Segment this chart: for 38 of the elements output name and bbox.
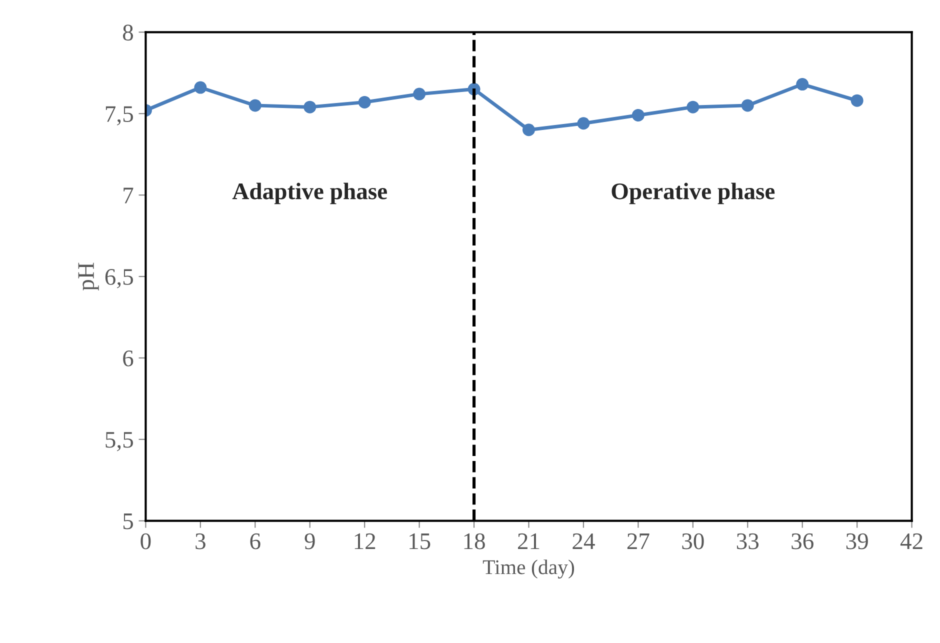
y-tick-label: 6,5 [105, 269, 133, 288]
point [358, 96, 371, 108]
y-tick-label: 5,5 [106, 432, 133, 452]
y-tick-label: 6 [123, 350, 134, 366]
point [686, 100, 700, 114]
x-tick-label: 27 [627, 533, 650, 550]
x-tick-label: 21 [518, 533, 540, 550]
x-tick-label: 15 [410, 533, 430, 550]
x-axis-title: Time (day) [482, 560, 574, 579]
y-tick-label: 7,5 [106, 106, 133, 126]
x-tick-label: 36 [792, 533, 814, 550]
x-tick-label: 0 [140, 533, 151, 550]
point [194, 81, 207, 94]
x-tick-label: 39 [846, 533, 868, 550]
x-tick-label: 9 [304, 533, 315, 550]
point [522, 124, 535, 136]
x-tick-label: 6 [250, 533, 260, 550]
y-tick-label: 7 [124, 188, 134, 204]
x-tick-label: 24 [572, 533, 595, 550]
annotation: Operative phase [612, 182, 775, 204]
point [741, 99, 754, 112]
x-tick-label: 33 [736, 533, 759, 550]
point [632, 108, 644, 122]
x-tick-label: 12 [354, 533, 376, 550]
point [850, 94, 864, 107]
point [413, 88, 426, 100]
point [304, 100, 316, 114]
x-tick-label: 3 [196, 533, 206, 550]
point [577, 117, 590, 130]
x-tick-label: 42 [900, 533, 922, 550]
annotation: Adaptive phase [232, 182, 387, 204]
x-tick-label: 18 [464, 533, 485, 550]
point [796, 78, 809, 91]
y-tick-label: 5 [123, 514, 133, 530]
point [248, 99, 262, 112]
y-axis-title: pH [78, 262, 99, 291]
x-tick-label: 30 [682, 533, 704, 550]
y-tick-label: 8 [122, 24, 133, 41]
